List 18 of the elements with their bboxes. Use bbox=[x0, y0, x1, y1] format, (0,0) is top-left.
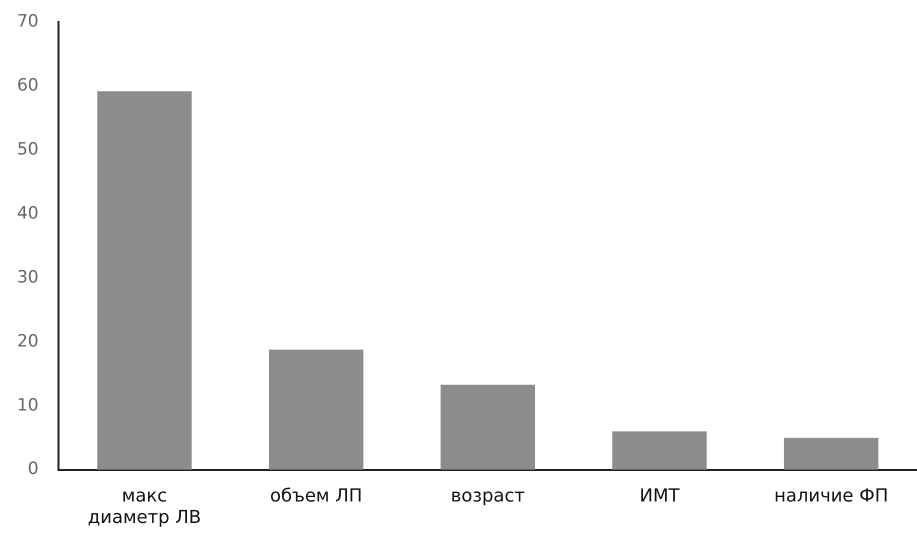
x-tick-label: объем ЛП bbox=[270, 485, 362, 506]
x-tick-label: наличие ФП bbox=[774, 485, 888, 506]
y-tick-label: 70 bbox=[16, 12, 39, 32]
bar bbox=[440, 384, 536, 470]
x-tick-label: ИМТ bbox=[639, 485, 680, 506]
y-tick-label: 0 bbox=[28, 459, 39, 480]
y-tick-label: 40 bbox=[16, 203, 39, 224]
y-tick-label: 60 bbox=[16, 76, 39, 96]
x-tick-label: макс диаметр ЛВ bbox=[88, 485, 202, 528]
y-tick-label: 20 bbox=[16, 331, 39, 352]
y-tick-label: 30 bbox=[16, 267, 39, 288]
y-tick-label: 50 bbox=[16, 140, 39, 160]
bar bbox=[784, 438, 878, 470]
bar bbox=[97, 91, 192, 470]
bar bbox=[612, 431, 707, 470]
x-tick-label: возраст bbox=[450, 485, 525, 506]
bar bbox=[268, 350, 364, 470]
y-tick-label: 10 bbox=[16, 395, 39, 416]
